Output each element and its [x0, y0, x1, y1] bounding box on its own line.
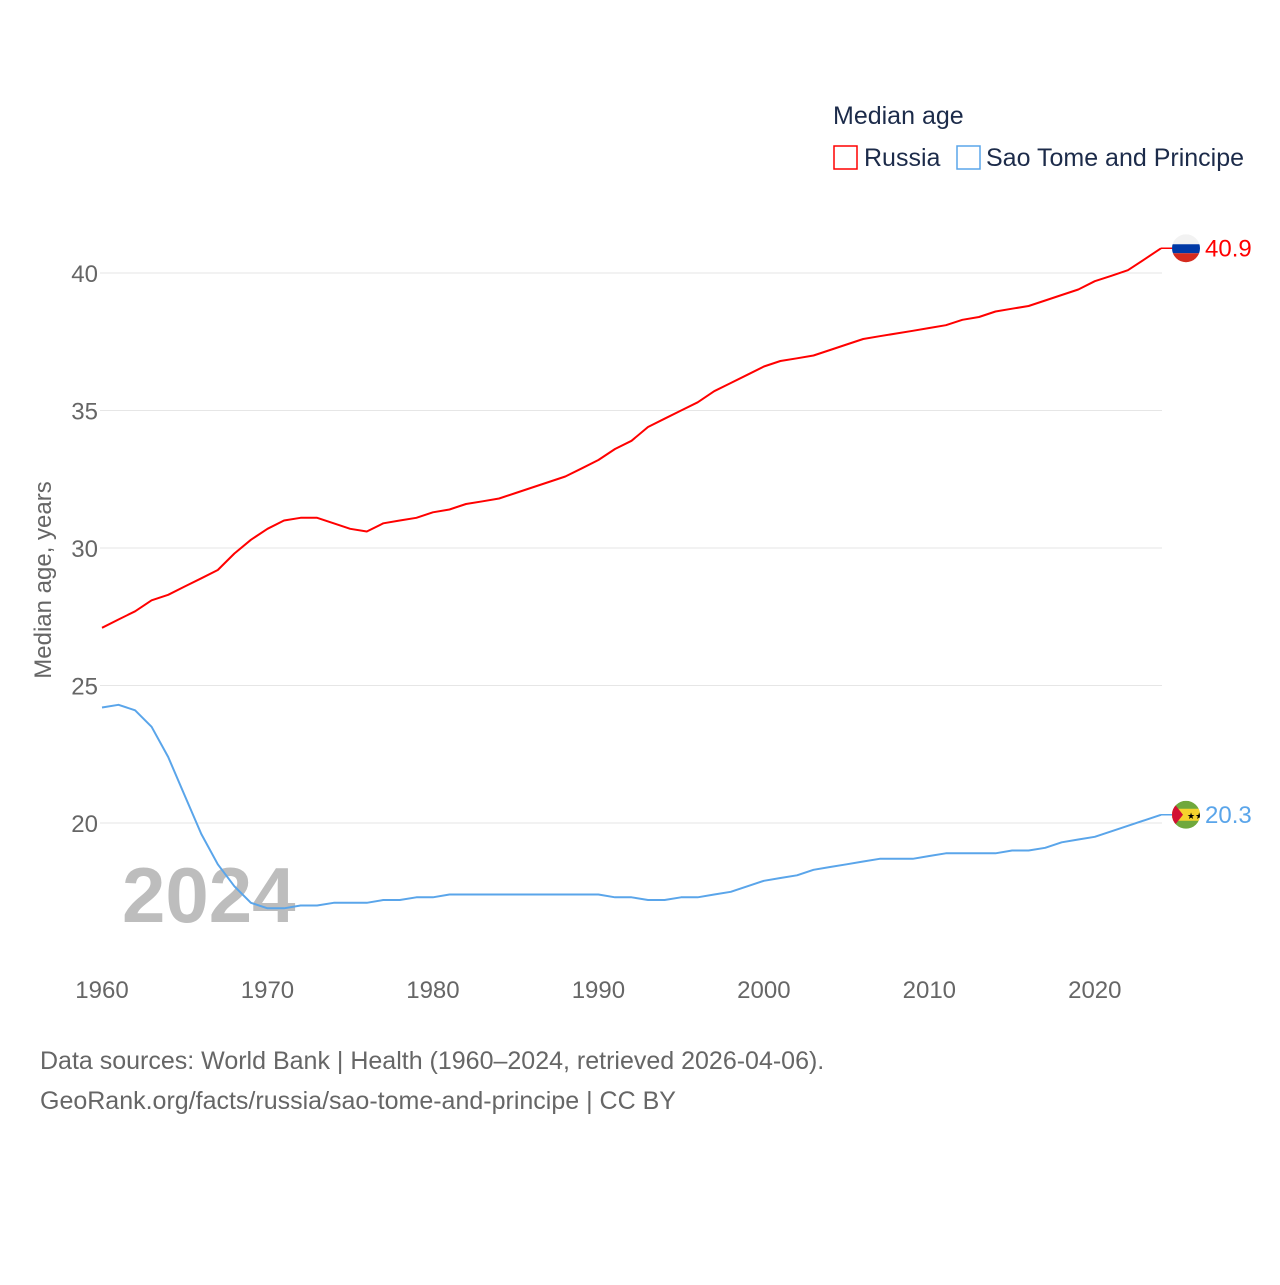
x-tick-label: 2020	[1068, 977, 1121, 1004]
legend-swatch-sao-tome	[956, 145, 981, 170]
legend: Median age Russia Sao Tome and Principe	[833, 102, 1244, 172]
legend-label-sao-tome: Sao Tome and Principe	[986, 144, 1244, 172]
y-tick-label: 20	[71, 811, 98, 838]
svg-text:★★: ★★	[1187, 811, 1203, 821]
x-tick-label: 2000	[737, 977, 790, 1004]
end-value-label-russia: 40.9	[1205, 235, 1252, 262]
y-tick-label: 25	[71, 674, 98, 701]
series-line-russia	[101, 247, 1162, 629]
x-axis-ticks: 1960 1970 1980 1990 2000 2010 2020	[75, 977, 1121, 1004]
y-tick-label: 40	[71, 261, 98, 288]
y-tick-label: 35	[71, 399, 98, 426]
x-tick-label: 1990	[572, 977, 625, 1004]
legend-item-russia[interactable]: Russia	[833, 144, 941, 172]
gridlines	[100, 272, 1162, 824]
end-value-label-sao-tome: 20.3	[1205, 802, 1252, 829]
sao-tome-flag-icon: ★★	[1172, 800, 1203, 829]
series-line-sao-tome	[101, 703, 1162, 910]
x-tick-label: 1970	[241, 977, 294, 1004]
x-tick-label: 2010	[903, 977, 956, 1004]
y-axis-ticks: 20 25 30 35 40	[71, 261, 98, 838]
series-lines	[101, 247, 1162, 910]
legend-swatch-russia	[833, 145, 858, 170]
legend-title: Median age	[833, 102, 964, 130]
legend-label-russia: Russia	[864, 144, 941, 172]
legend-item-sao-tome[interactable]: Sao Tome and Principe	[956, 144, 1244, 172]
russia-flag-icon	[1172, 234, 1200, 263]
y-tick-label: 30	[71, 536, 98, 563]
x-tick-label: 1980	[406, 977, 459, 1004]
footer-sources: Data sources: World Bank | Health (1960–…	[40, 1047, 824, 1075]
series-end-markers: 40.9 ★★ 20.3	[1161, 234, 1252, 829]
year-watermark: 2024	[122, 851, 296, 939]
x-tick-label: 1960	[75, 977, 128, 1004]
footer-link[interactable]: GeoRank.org/facts/russia/sao-tome-and-pr…	[40, 1087, 676, 1115]
y-axis-label: Median age, years	[30, 481, 57, 678]
